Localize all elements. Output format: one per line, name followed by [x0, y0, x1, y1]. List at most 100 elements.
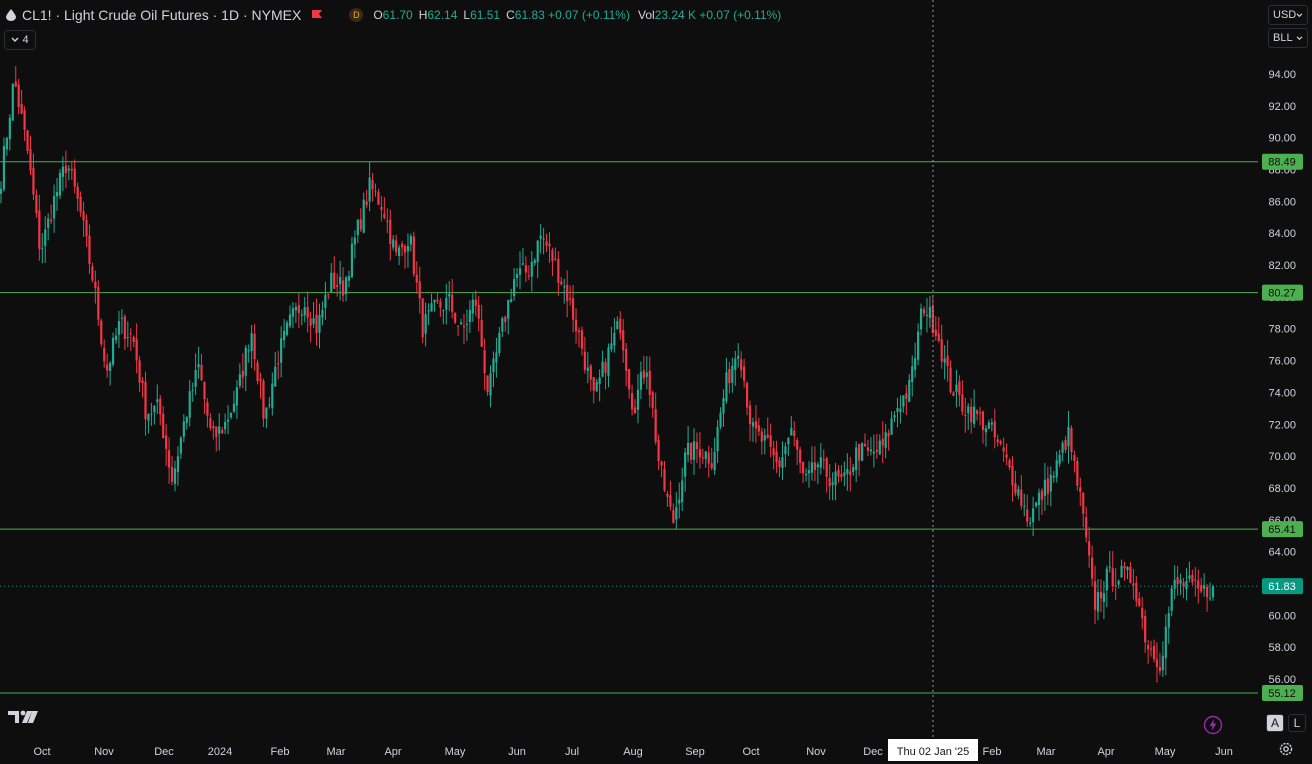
- candle-body: [109, 362, 112, 371]
- candle-body: [1167, 613, 1170, 628]
- candle-body: [539, 235, 542, 239]
- gear-icon[interactable]: [1278, 741, 1294, 757]
- ohlc-high-value: 62.14: [427, 8, 458, 22]
- volume-label: Vol: [637, 8, 655, 22]
- candle-body: [418, 281, 421, 299]
- candle-body: [734, 358, 737, 370]
- candle-body: [303, 307, 306, 316]
- indicator-count: 4: [22, 34, 29, 46]
- log-scale-button[interactable]: L: [1288, 714, 1306, 732]
- candle-body: [775, 451, 778, 463]
- price-axis[interactable]: 56.0058.0060.0062.0064.0066.0068.0070.00…: [1262, 69, 1303, 702]
- candle-body: [206, 402, 209, 416]
- candle-body: [114, 335, 118, 341]
- time-axis[interactable]: Oct Nov Dec 2024 Feb Mar Apr May Jun Jul Aug Sep Oct…: [33, 746, 1232, 758]
- candle-body: [244, 347, 247, 376]
- candle-body: [598, 377, 601, 385]
- candle-body: [999, 441, 1002, 444]
- candle-body: [132, 337, 135, 342]
- symbol-title[interactable]: CL1! · Light Crude Oil Futures · 1D · NY…: [22, 7, 302, 23]
- level-price-tag: [1262, 284, 1303, 301]
- candle-body: [713, 451, 716, 471]
- candle-body: [843, 472, 846, 476]
- y-tick-label: 94.00: [1268, 69, 1296, 81]
- candle-body: [268, 404, 271, 406]
- candle-body: [1126, 566, 1129, 570]
- candle-body: [601, 361, 604, 377]
- candle-body: [70, 168, 73, 171]
- candle-body: [442, 309, 445, 311]
- drop-icon: [6, 9, 16, 21]
- candle-body: [1064, 440, 1067, 450]
- candle-body: [860, 443, 864, 461]
- chevron-down-icon: [1296, 12, 1303, 17]
- candle-body: [1058, 454, 1061, 464]
- candle-body: [191, 390, 194, 392]
- candle-body: [875, 450, 878, 452]
- candle-body: [241, 370, 244, 378]
- candle-body: [1155, 659, 1159, 667]
- candle-body: [813, 462, 816, 470]
- candle-body: [282, 330, 286, 341]
- indicators-collapse-button[interactable]: 4: [4, 30, 36, 50]
- candle-body: [784, 446, 787, 454]
- y-tick-label: 58.00: [1268, 642, 1296, 654]
- candle-body: [707, 452, 710, 464]
- candle-body: [465, 323, 469, 325]
- candle-body: [654, 409, 657, 442]
- candle-body: [274, 366, 277, 387]
- candle-body: [185, 417, 188, 424]
- candle-body: [330, 272, 333, 293]
- candle-body: [97, 287, 100, 320]
- y-tick-label: 92.00: [1268, 101, 1296, 113]
- candle-body: [533, 259, 536, 264]
- candle-body: [725, 372, 728, 402]
- candle-body: [451, 294, 454, 312]
- candle-body: [834, 471, 837, 486]
- candle-body: [745, 383, 749, 408]
- unit-selector[interactable]: BLL: [1268, 28, 1308, 48]
- x-tick-label: Mar: [1037, 746, 1056, 758]
- candle-body: [754, 421, 758, 429]
- volume-number: 23.24 K +0.07 (+0.11%): [654, 8, 782, 22]
- candle-body: [908, 379, 911, 402]
- tradingview-logo[interactable]: [8, 708, 40, 726]
- candle-body: [651, 392, 654, 409]
- candle-body: [259, 378, 262, 382]
- candle-body: [300, 314, 303, 316]
- candle-body: [810, 462, 814, 473]
- x-tick-label: 2024: [208, 746, 232, 758]
- candle-body: [863, 443, 867, 447]
- candle-body: [424, 314, 427, 334]
- y-tick-label: 74.00: [1268, 387, 1296, 399]
- candle-body: [996, 439, 999, 443]
- candle-body: [914, 358, 917, 370]
- candle-body: [1055, 460, 1058, 478]
- candle-body: [1079, 487, 1082, 493]
- x-tick-label: May: [445, 746, 466, 758]
- candle-body: [26, 130, 29, 151]
- candle-body: [737, 355, 740, 359]
- candle-body: [498, 332, 501, 353]
- lightning-icon[interactable]: [1203, 715, 1223, 735]
- x-tick-label: Dec: [154, 746, 174, 758]
- candle-body: [701, 457, 704, 459]
- candle-body: [439, 301, 442, 308]
- candle-body: [1141, 607, 1144, 619]
- currency-selector[interactable]: USD: [1268, 5, 1308, 25]
- candle-body: [403, 246, 407, 253]
- candle-body: [1135, 582, 1138, 601]
- candle-body: [899, 408, 902, 412]
- candle-body: [872, 451, 875, 454]
- candle-body: [751, 422, 755, 427]
- candle-body: [38, 210, 41, 249]
- candle-body: [85, 219, 88, 237]
- candle-body: [492, 358, 495, 373]
- candle-body: [905, 393, 908, 399]
- y-tick-label: 90.00: [1268, 133, 1296, 145]
- auto-scale-button[interactable]: A: [1266, 714, 1284, 732]
- flag-icon[interactable]: [311, 9, 323, 21]
- candle-body: [551, 249, 554, 262]
- y-tick-label: 76.00: [1268, 356, 1296, 368]
